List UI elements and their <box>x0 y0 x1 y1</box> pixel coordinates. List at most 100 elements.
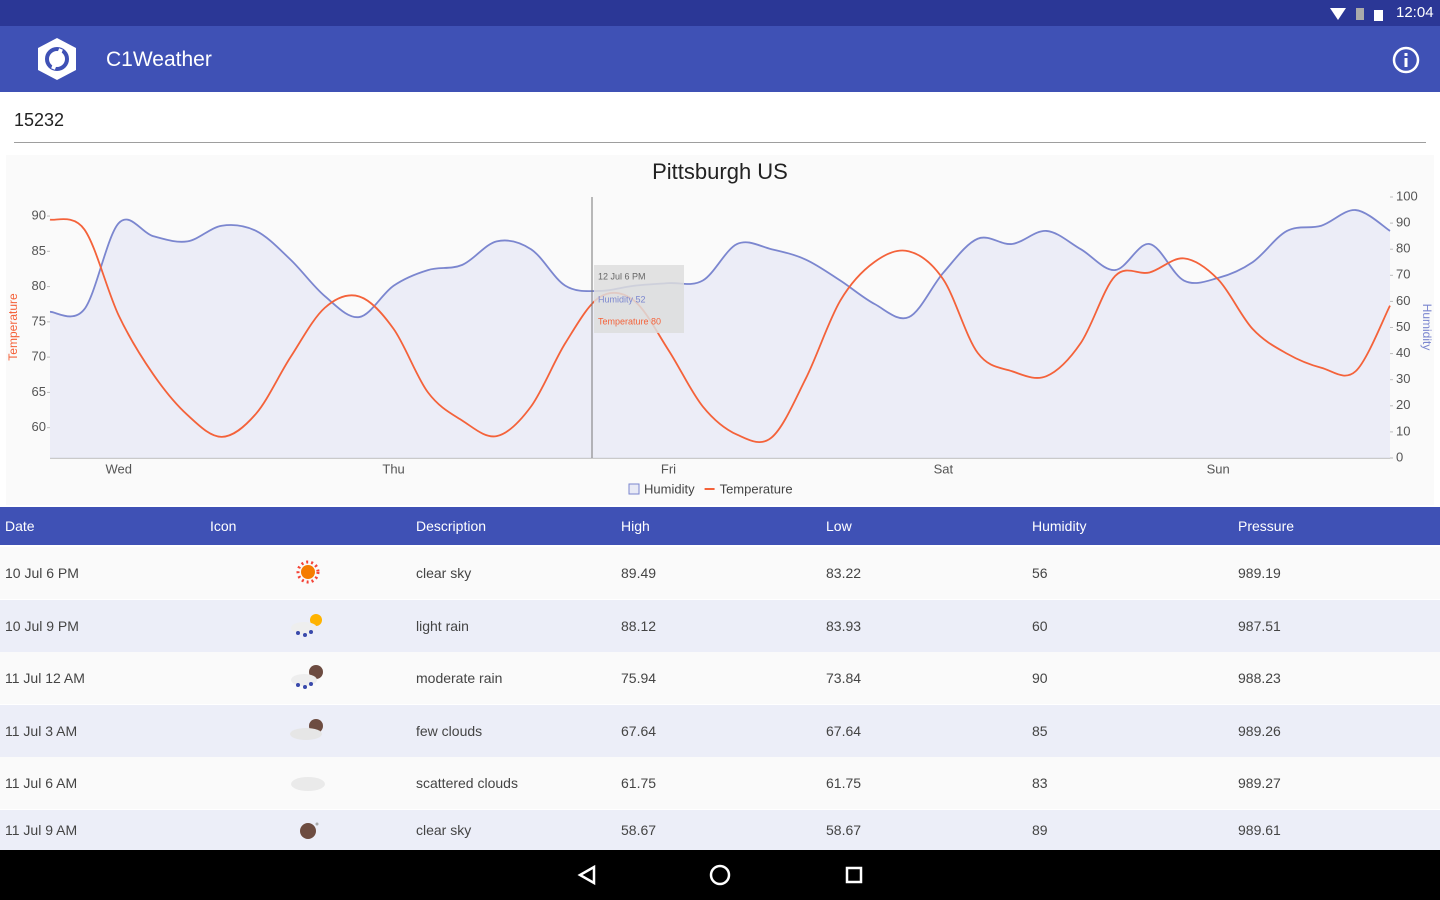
table-cell: 89.49 <box>621 565 657 581</box>
table-cell: 11 Jul 6 AM <box>5 775 78 791</box>
table-cell: 989.19 <box>1238 565 1281 581</box>
table-cell: 989.61 <box>1238 821 1281 838</box>
weather-icon <box>288 757 330 809</box>
tooltip-title: 12 Jul 6 PM <box>598 271 646 281</box>
weather-icon <box>288 652 330 704</box>
y2-tick-label: 50 <box>1396 319 1410 334</box>
table-cell: 11 Jul 9 AM <box>5 821 78 838</box>
table-cell: 83 <box>1032 775 1048 791</box>
x-tick-label: Wed <box>105 461 132 476</box>
table-cell: 89 <box>1032 821 1048 838</box>
y-tick-label: 65 <box>32 384 46 399</box>
table-cell: 75.94 <box>621 670 657 686</box>
table-cell: 989.27 <box>1238 775 1281 791</box>
y2-tick-label: 0 <box>1396 449 1403 464</box>
table-cell: 61.75 <box>621 775 657 791</box>
table-cell: 56 <box>1032 565 1048 581</box>
table-row[interactable]: 11 Jul 3 AM few clouds 67.64 67.64 85 989.26 <box>0 704 1440 757</box>
y-tick-label: 85 <box>32 243 46 258</box>
chart: Pittsburgh US Temperature Humidity 60 65 7… <box>6 155 1434 505</box>
table-row[interactable]: 11 Jul 12 AM moderate rain 75.94 73.84 90 988… <box>0 652 1440 704</box>
table-row[interactable]: 10 Jul 9 PM light rain 88.12 83.93 60 987.51 <box>0 599 1440 652</box>
y2-tick-label: 70 <box>1396 267 1410 282</box>
x-tick-label: Sun <box>1207 461 1230 476</box>
icon-graphic <box>291 777 325 791</box>
table-cell: 58.67 <box>826 821 862 838</box>
table-cell: clear sky <box>416 821 472 838</box>
table-row[interactable]: 11 Jul 6 AM scattered clouds 61.75 61.75 83 9… <box>0 757 1440 809</box>
table-cell: 73.84 <box>826 670 862 686</box>
nav-buttons <box>577 864 863 886</box>
y-tick-label: 75 <box>32 313 46 328</box>
search-text: 15232 <box>14 110 65 130</box>
search-input[interactable]: 15232 <box>14 110 1426 143</box>
weather-icon <box>288 547 330 599</box>
icon-graphic <box>300 822 319 839</box>
y-tick-label: 80 <box>32 278 46 293</box>
table-cell: 61.75 <box>826 775 862 791</box>
table-cell: 83.22 <box>826 565 862 581</box>
x-tick-label: Fri <box>661 461 676 476</box>
y2-tick-label: 10 <box>1396 423 1410 438</box>
tooltip <box>594 265 684 333</box>
y2-axis-label: Humidity <box>1420 304 1434 351</box>
icon-graphic <box>296 560 320 584</box>
column-header: Humidity <box>1032 518 1087 534</box>
legend-label: Temperature <box>720 481 793 496</box>
app-bar: C1Weather <box>0 26 1440 92</box>
app-logo <box>38 38 76 80</box>
y2-tick-label: 30 <box>1396 371 1410 386</box>
weather-icon <box>288 600 330 652</box>
table-cell: clear sky <box>416 565 472 581</box>
table-cell: 10 Jul 6 PM <box>5 565 79 581</box>
table-cell: light rain <box>416 617 469 634</box>
table-cell: 85 <box>1032 722 1048 739</box>
column-header: Icon <box>210 518 237 534</box>
column-header: Pressure <box>1238 518 1295 534</box>
column-header: Description <box>416 518 487 534</box>
y2-tick-label: 80 <box>1396 241 1410 256</box>
y2-tick-label: 100 <box>1396 188 1418 203</box>
table-cell: 88.12 <box>621 617 657 634</box>
y-tick-label: 90 <box>32 207 46 222</box>
info-button[interactable] <box>1390 44 1422 76</box>
line <box>49 218 1391 444</box>
table-cell: 10 Jul 9 PM <box>5 617 79 634</box>
weather-icon <box>288 810 330 851</box>
table-cell: 989.26 <box>1238 722 1281 739</box>
x-tick-label: Thu <box>382 461 404 476</box>
table-cell: 58.67 <box>621 821 657 838</box>
chart-title: Pittsburgh US <box>652 159 788 184</box>
status-icons <box>1330 8 1383 21</box>
tooltip-line: Humidity 52 <box>598 294 646 304</box>
tooltip-line: Temperature 80 <box>598 316 661 326</box>
table-row[interactable]: 11 Jul 9 AM clear sky 58.67 58.67 89 989.61 <box>0 809 1440 851</box>
table-cell: 90 <box>1032 670 1048 686</box>
table-cell: 83.93 <box>826 617 862 634</box>
y2-tick-label: 40 <box>1396 345 1410 360</box>
column-header: High <box>621 518 650 534</box>
back-button[interactable] <box>577 864 596 886</box>
table-cell: 11 Jul 3 AM <box>5 722 78 739</box>
app-title: C1Weather <box>106 48 212 71</box>
y-tick-label: 70 <box>32 349 46 364</box>
table-cell: 60 <box>1032 617 1048 634</box>
weather-icon <box>288 705 330 757</box>
line <box>49 209 1391 320</box>
home-button[interactable] <box>709 864 731 886</box>
table-cell: moderate rain <box>416 670 503 686</box>
y2-tick-label: 60 <box>1396 293 1410 308</box>
y-axis-label: Temperature <box>6 293 20 361</box>
table-cell: few clouds <box>416 722 483 739</box>
table-cell: 987.51 <box>1238 617 1281 634</box>
status-bar: 12:04 <box>0 0 1440 26</box>
navigation-bar <box>0 850 1440 900</box>
table-cell: 11 Jul 12 AM <box>5 670 85 686</box>
table-row[interactable]: 10 Jul 6 PM clear sky 89.49 83.22 56 989.19 <box>0 547 1440 599</box>
column-header: Low <box>826 518 852 534</box>
table-cell: 67.64 <box>621 722 657 739</box>
table-header: Date Icon Description High Low Humidity Pressu… <box>0 507 1440 545</box>
y2-tick-label: 90 <box>1396 215 1410 230</box>
recents-button[interactable] <box>845 866 863 884</box>
